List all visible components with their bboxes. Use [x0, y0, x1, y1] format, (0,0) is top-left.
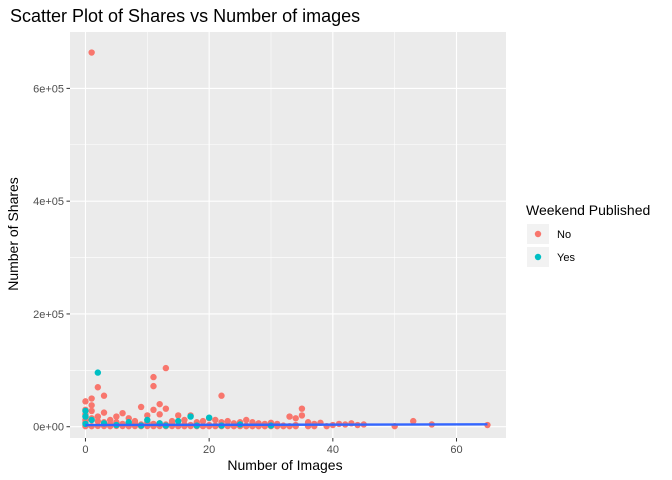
x-tick-label: 20: [203, 444, 215, 456]
data-point-no: [162, 364, 170, 372]
data-point-no: [298, 412, 306, 419]
legend-title: Weekend Published: [526, 202, 650, 218]
legend-label-yes: Yes: [557, 252, 575, 264]
chart-title: Scatter Plot of Shares vs Number of imag…: [10, 6, 360, 26]
legend-label-no: No: [557, 229, 571, 241]
y-tick-label: 4e+05: [33, 196, 64, 208]
x-tick-label: 40: [327, 444, 339, 456]
data-point-no: [410, 417, 417, 425]
data-point-no: [175, 412, 182, 419]
data-point-yes: [82, 407, 89, 415]
data-point-no: [224, 417, 231, 425]
data-point-no: [144, 412, 151, 419]
data-point-no: [156, 411, 163, 418]
x-tick-label: 0: [82, 444, 88, 456]
plot-panel: [70, 32, 506, 438]
legend: Weekend Published No Yes: [526, 202, 650, 267]
data-point-no: [212, 416, 219, 424]
data-point-yes: [88, 416, 95, 424]
data-point-no: [100, 409, 108, 416]
data-point-no: [82, 398, 89, 405]
data-point-no: [298, 405, 306, 412]
x-tick-label: 60: [450, 444, 462, 456]
x-axis-title: Number of Images: [227, 457, 342, 473]
y-axis-title: Number of Shares: [5, 177, 21, 291]
data-point-yes: [175, 417, 182, 425]
data-point-no: [156, 400, 163, 408]
data-point-no: [181, 416, 188, 424]
data-point-yes: [82, 413, 89, 420]
y-tick-label: 0e+00: [33, 422, 64, 434]
data-point-no: [94, 417, 102, 425]
y-axis: 0e+00 2e+05 4e+05 6e+05: [33, 83, 70, 434]
data-point-yes: [205, 414, 213, 421]
data-point-no: [199, 417, 207, 425]
data-point-yes: [144, 416, 151, 424]
data-point-yes: [187, 413, 194, 420]
legend-marker-yes: [534, 253, 542, 261]
data-point-no: [286, 413, 293, 420]
data-point-yes: [94, 369, 102, 376]
y-tick-label: 6e+05: [33, 83, 64, 95]
data-point-no: [162, 405, 170, 412]
data-point-no: [113, 413, 120, 420]
data-point-no: [218, 392, 225, 399]
data-point-no: [94, 413, 102, 420]
x-axis: 0 20 40 60: [82, 438, 463, 456]
data-point-no: [88, 49, 95, 56]
data-point-no: [150, 406, 157, 414]
y-tick-label: 2e+05: [33, 309, 64, 321]
trend-line: [85, 423, 488, 427]
data-point-no: [292, 415, 299, 422]
data-point-no: [243, 416, 250, 424]
legend-marker-no: [534, 230, 542, 238]
data-point-no: [150, 373, 157, 381]
data-point-no: [119, 409, 126, 417]
data-point-no: [137, 403, 145, 411]
data-point-no: [88, 402, 95, 409]
data-point-no: [88, 395, 95, 402]
data-point-no: [100, 392, 108, 399]
data-point-no: [88, 407, 95, 415]
data-point-no: [150, 382, 157, 390]
data-point-no: [94, 384, 102, 391]
